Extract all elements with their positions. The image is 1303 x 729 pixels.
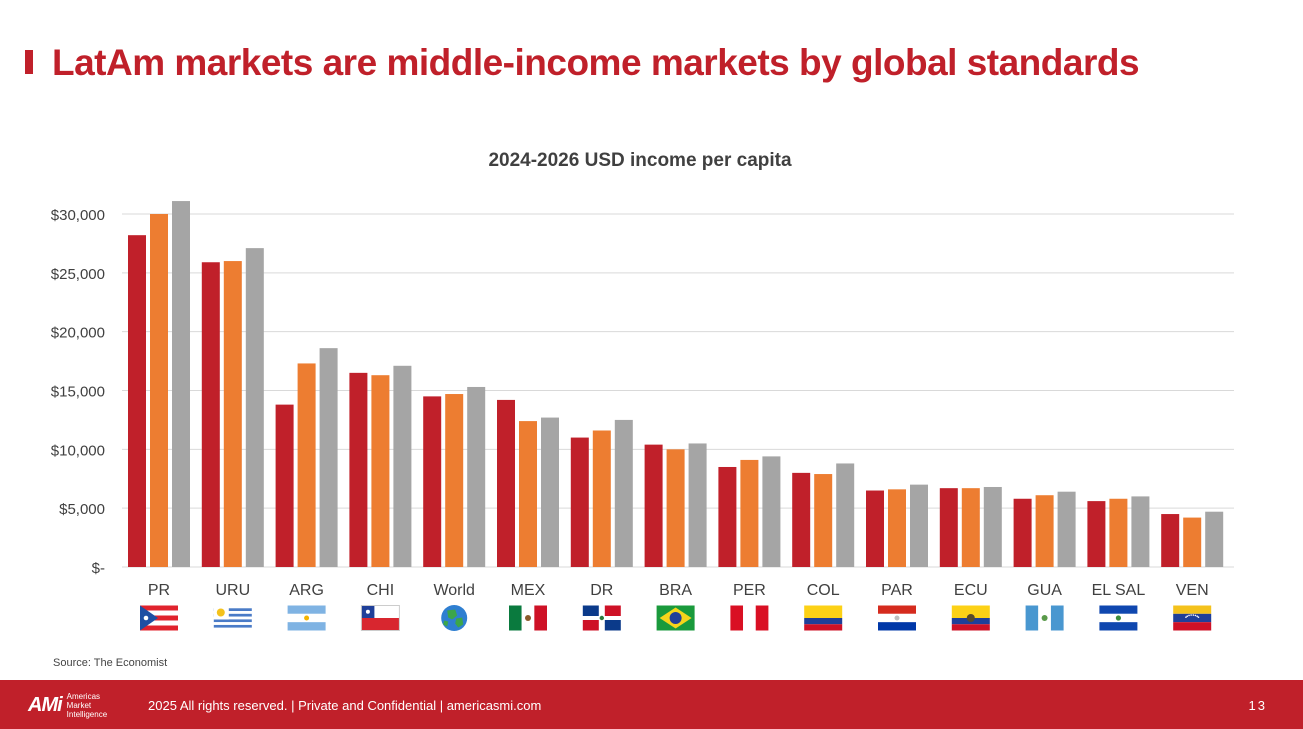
bar-chart: 2024-2026 USD income per capita $- $5,000 $… [51, 150, 1234, 631]
bar-world-2026 [467, 386, 486, 567]
source-note: Source: The Economist [53, 657, 168, 669]
page-number: 13 [1248, 698, 1267, 713]
bar-dr-2025 [592, 430, 611, 567]
bar-ecu-2025 [961, 488, 980, 567]
bar-uru-2025 [223, 261, 242, 567]
bar-par-2024 [866, 490, 884, 567]
bar-world-2024 [423, 396, 442, 567]
bar-chi-2026 [393, 365, 412, 567]
ami-logo: AMi Americas Market Intelligence [28, 690, 107, 720]
y-tick-label: $25,000 [51, 266, 105, 283]
bar-col-2025 [814, 474, 833, 567]
y-tick-label: $5,000 [59, 501, 105, 518]
y-tick-label: $30,000 [51, 207, 105, 224]
y-tick-label: $- [92, 560, 105, 577]
bar-chi-2024 [349, 372, 368, 567]
x-tick-label: ECU [954, 582, 988, 599]
bar-mex-2026 [541, 417, 559, 567]
bar-el-sal-2025 [1109, 498, 1128, 567]
bar-el-sal-2026 [1131, 496, 1150, 567]
logo-wordmark: Americas Market Intelligence [67, 692, 107, 719]
bar-per-2024 [718, 466, 737, 567]
x-tick-label: EL SAL [1092, 582, 1146, 599]
bar-gua-2025 [1035, 495, 1054, 567]
x-tick-label: URU [215, 582, 250, 599]
bar-arg-2024 [275, 404, 294, 567]
y-tick-label: $10,000 [51, 442, 105, 459]
x-tick-label: ARG [289, 582, 324, 599]
x-tick-label: World [433, 582, 475, 599]
footer-bar: AMi Americas Market Intelligence 2025 Al… [0, 680, 1303, 729]
bar-par-2025 [888, 489, 906, 567]
bar-ecu-2026 [983, 486, 1002, 567]
chart-title: 2024-2026 USD income per capita [488, 150, 792, 171]
logo-line: Market [66, 700, 92, 710]
bar-ven-2025 [1183, 517, 1202, 567]
x-tick-label: MEX [511, 582, 546, 599]
bar-col-2024 [792, 472, 811, 567]
x-tick-label: PR [148, 582, 170, 599]
argentina-flag [287, 605, 326, 631]
logo-mark: AMi [28, 693, 63, 716]
bar-pr-2026 [172, 201, 190, 567]
peru-flag [730, 605, 769, 631]
bar-dr-2024 [570, 437, 589, 567]
chile-flag [360, 605, 400, 631]
paraguay-flag [878, 605, 916, 631]
title-accent-bar [25, 50, 33, 74]
bar-col-2026 [836, 463, 855, 567]
bar-pr-2025 [150, 214, 168, 567]
bar-ecu-2024 [939, 488, 958, 567]
y-tick-label: $15,000 [51, 384, 105, 401]
bar-bra-2025 [666, 449, 685, 567]
venezuela-flag [1173, 605, 1212, 631]
bar-per-2026 [762, 456, 781, 567]
logo-line: Intelligence [66, 709, 108, 719]
bar-gua-2026 [1057, 491, 1076, 567]
bar-ven-2024 [1161, 514, 1180, 567]
x-tick-label: BRA [659, 582, 692, 599]
uruguay-flag [213, 605, 252, 631]
bar-uru-2024 [201, 262, 220, 567]
globe-icon [441, 605, 468, 631]
bar-pr-2024 [128, 235, 146, 567]
logo-line: Americas [66, 691, 101, 701]
bar-uru-2026 [245, 248, 264, 567]
bar-gua-2024 [1013, 498, 1032, 567]
bar-arg-2026 [319, 348, 338, 567]
bar-bra-2026 [688, 443, 707, 567]
bar-dr-2026 [614, 419, 633, 567]
x-tick-label: DR [590, 582, 613, 599]
slide-title: LatAm markets are middle-income markets … [52, 42, 1140, 83]
bar-par-2026 [910, 484, 928, 567]
bar-el-sal-2024 [1087, 501, 1106, 567]
bar-arg-2025 [297, 363, 316, 567]
x-tick-label: CHI [367, 582, 395, 599]
bar-ven-2026 [1205, 511, 1224, 567]
bar-bra-2024 [644, 444, 663, 567]
bar-mex-2025 [519, 421, 537, 567]
x-tick-label: PAR [881, 582, 913, 599]
bar-mex-2024 [497, 399, 515, 567]
bar-per-2025 [740, 459, 759, 567]
x-tick-label: GUA [1027, 582, 1062, 599]
bar-chi-2025 [371, 375, 390, 567]
bar-world-2025 [445, 394, 464, 567]
x-tick-label: VEN [1176, 582, 1209, 599]
guatemala-flag [1025, 605, 1064, 631]
x-tick-label: PER [733, 582, 766, 599]
x-tick-label: COL [807, 582, 840, 599]
brazil-flag [656, 605, 695, 631]
el-salvador-flag [1099, 605, 1138, 631]
ecuador-flag [951, 605, 990, 631]
footer-copyright: 2025 All rights reserved. | Private and … [148, 698, 542, 713]
dominican-republic-flag [582, 605, 621, 631]
y-tick-label: $20,000 [51, 325, 105, 342]
puerto-rico-flag [140, 605, 178, 631]
colombia-flag [804, 605, 843, 631]
mexico-flag [509, 605, 547, 631]
